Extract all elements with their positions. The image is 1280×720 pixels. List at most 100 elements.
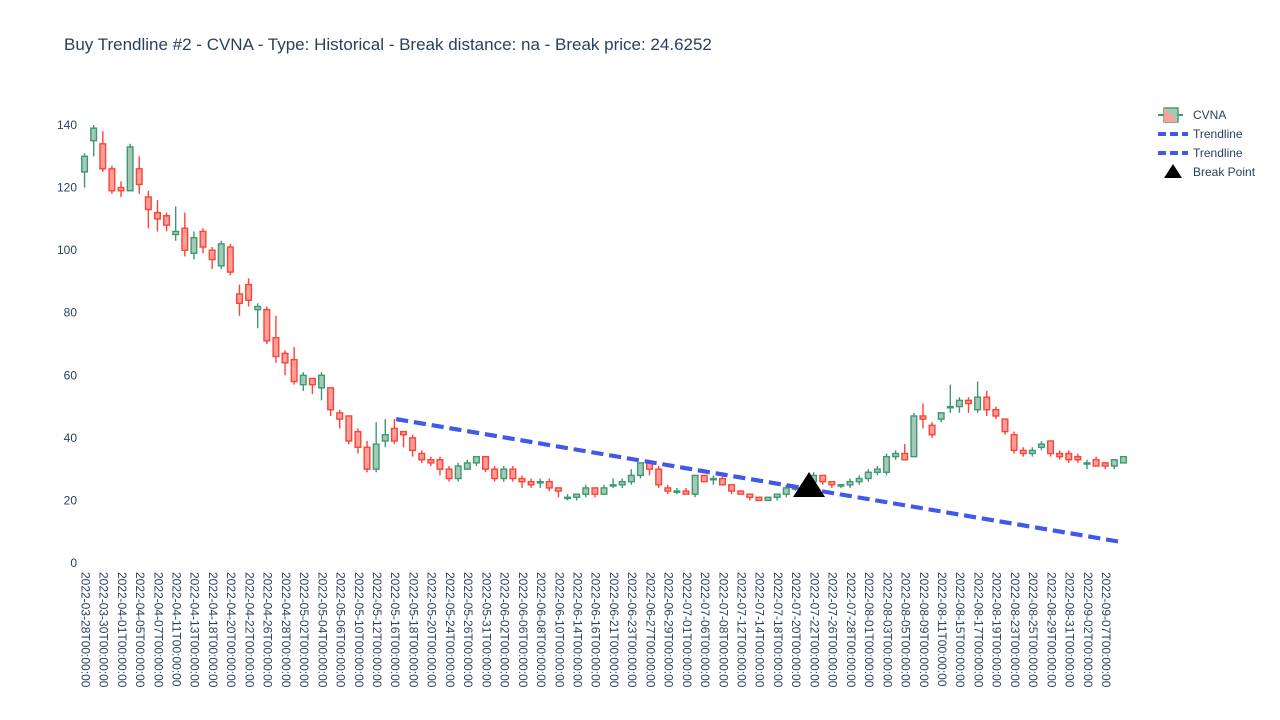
candle-body: [846, 480, 854, 486]
x-tick-label: 2022-08-05T00:00:00: [899, 572, 913, 688]
candle: [591, 487, 599, 498]
candle: [90, 125, 98, 157]
x-tick-label: 2022-08-17T00:00:00: [971, 572, 985, 688]
candle: [964, 397, 973, 413]
x-tick-label: 2022-05-02T00:00:00: [297, 572, 311, 688]
candle-body: [545, 480, 553, 489]
candle-body: [163, 215, 171, 226]
candle: [864, 469, 872, 482]
candle-body: [399, 430, 408, 436]
legend[interactable]: CVNA Trendline Trendline Break Point: [1158, 107, 1256, 179]
candle: [545, 478, 553, 492]
candle-body: [500, 468, 508, 480]
candle-body: [682, 490, 690, 495]
legend-item[interactable]: Trendline: [1158, 127, 1243, 141]
x-tick-label: 2022-06-23T00:00:00: [625, 572, 639, 688]
candle: [582, 484, 590, 498]
legend-item[interactable]: Trendline: [1158, 146, 1243, 160]
candle-body: [454, 465, 462, 480]
candle-body: [609, 484, 617, 487]
x-tick-label: 2022-08-09T00:00:00: [917, 572, 931, 688]
x-tick-label: 2022-04-20T00:00:00: [224, 572, 238, 688]
candle-body: [445, 468, 453, 480]
candle-body: [381, 434, 389, 442]
candle: [190, 231, 198, 260]
candle-body: [992, 409, 1000, 417]
candle: [1037, 440, 1045, 451]
x-tick-label: 2022-05-04T00:00:00: [315, 572, 329, 688]
candle-body: [591, 487, 599, 495]
y-axis: 0 20 40 60 80 100 120 140: [57, 118, 1128, 570]
x-tick-label: 2022-08-19T00:00:00: [990, 572, 1004, 688]
candle-body: [254, 305, 262, 311]
candle-body: [1047, 440, 1055, 455]
candle-body: [746, 493, 754, 499]
candle-body: [755, 496, 763, 502]
candle-body: [1119, 455, 1127, 464]
candle: [837, 484, 845, 488]
candle-body: [153, 211, 161, 220]
candle-body: [317, 374, 326, 389]
x-tick-label: 2022-08-29T00:00:00: [1044, 572, 1058, 688]
candle: [199, 228, 207, 254]
candle-body: [1037, 443, 1045, 448]
candle: [655, 466, 663, 488]
candle-body: [964, 399, 973, 405]
candle: [482, 455, 490, 473]
x-tick-label: 2022-05-20T00:00:00: [425, 572, 439, 688]
x-tick-label: 2022-07-26T00:00:00: [826, 572, 840, 688]
candle: [974, 381, 982, 413]
candle: [99, 131, 107, 172]
candle: [928, 422, 936, 438]
x-tick-label: 2022-04-05T00:00:00: [133, 572, 147, 688]
y-tick-label: 0: [70, 556, 77, 570]
legend-item[interactable]: CVNA: [1158, 107, 1226, 123]
candle-body: [299, 374, 307, 386]
x-tick-label: 2022-09-02T00:00:00: [1081, 572, 1095, 688]
candle-body: [636, 462, 644, 477]
candle-body: [928, 424, 936, 436]
candle: [518, 475, 526, 488]
candle: [500, 466, 508, 482]
x-tick-label: 2022-06-10T00:00:00: [552, 572, 566, 688]
candle: [436, 456, 444, 476]
x-tick-label: 2022-08-01T00:00:00: [862, 572, 876, 688]
candle: [245, 278, 253, 307]
candle: [636, 462, 644, 479]
candle-body: [208, 249, 216, 261]
candle: [81, 153, 89, 188]
legend-item[interactable]: Break Point: [1164, 164, 1256, 179]
candle-body: [436, 459, 444, 470]
x-tick-label: 2022-06-14T00:00:00: [570, 572, 584, 688]
candle: [782, 484, 790, 498]
candle: [509, 466, 517, 482]
candle-body: [1083, 462, 1091, 465]
candle: [363, 440, 371, 473]
candle-body: [354, 430, 362, 448]
candle: [472, 455, 480, 467]
candle-body: [536, 480, 544, 484]
break-point-marker: [793, 471, 826, 497]
candle-body: [655, 468, 663, 486]
x-tick-label: 2022-06-16T00:00:00: [589, 572, 603, 688]
x-tick-label: 2022-06-27T00:00:00: [643, 572, 657, 688]
candle-body: [126, 146, 134, 192]
candle-body: [664, 487, 672, 492]
candle-body: [901, 452, 909, 461]
candle: [1028, 447, 1036, 457]
candle: [117, 181, 125, 197]
candle-body: [281, 352, 289, 364]
candle: [536, 478, 544, 488]
candle-body: [409, 437, 417, 452]
x-tick-label: 2022-09-07T00:00:00: [1099, 572, 1113, 688]
x-tick-label: 2022-04-11T00:00:00: [170, 572, 184, 687]
candle: [527, 478, 535, 488]
candle: [609, 478, 617, 488]
x-tick-label: 2022-04-26T00:00:00: [261, 572, 275, 688]
x-tick-label: 2022-07-14T00:00:00: [753, 572, 767, 688]
x-tick-label: 2022-04-28T00:00:00: [279, 572, 293, 688]
candle: [409, 434, 417, 457]
candle: [882, 453, 891, 476]
candle-body: [582, 487, 590, 495]
